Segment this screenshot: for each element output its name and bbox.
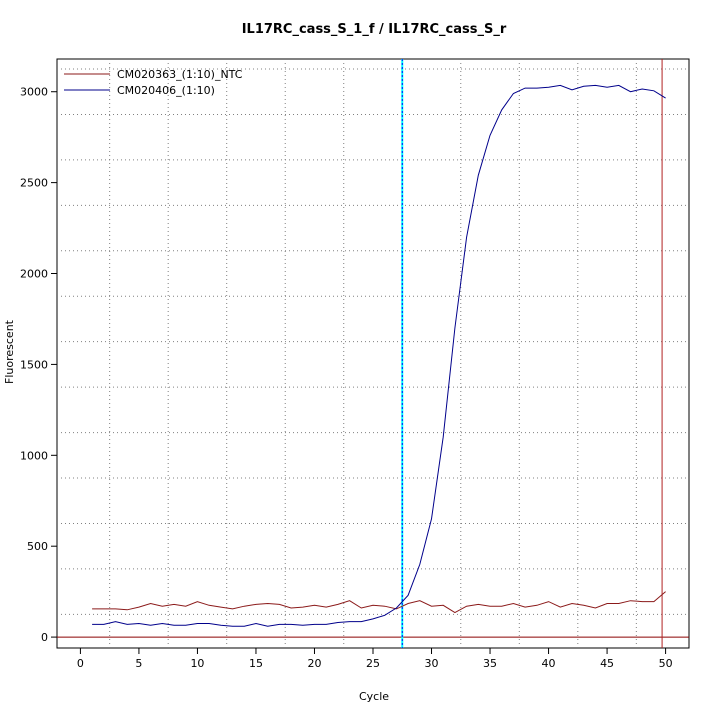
y-tick-label: 0 <box>41 631 48 644</box>
threshold-layer <box>57 59 689 648</box>
y-tick-label: 1000 <box>20 449 48 462</box>
y-tick-label: 1500 <box>20 358 48 371</box>
x-tick-label: 25 <box>366 657 380 670</box>
x-tick-label: 5 <box>135 657 142 670</box>
x-tick-label: 0 <box>77 657 84 670</box>
axis-layer: 0 5 10 15 20 25 30 35 40 45 5005001000150020002500… <box>20 86 673 670</box>
series-line-1 <box>92 591 666 614</box>
y-tick-label: 500 <box>27 540 48 553</box>
legend-label-1: CM020363_(1:10)_NTC <box>117 68 243 81</box>
plot-frame <box>56 58 690 649</box>
x-tick-label: 15 <box>249 657 263 670</box>
legend-label-2: CM020406_(1:10) <box>117 84 215 97</box>
x-tick-label: 45 <box>600 657 614 670</box>
legend: CM020363_(1:10)_NTC CM020406_(1:10) <box>64 68 243 97</box>
x-tick-label: 30 <box>425 657 439 670</box>
y-axis-label: Fluorescent <box>3 319 16 384</box>
x-tick-label: 20 <box>307 657 321 670</box>
x-tick-label: 40 <box>542 657 556 670</box>
x-axis-label: Cycle <box>359 690 389 703</box>
grid-layer <box>57 59 689 648</box>
y-tick-label: 3000 <box>20 86 48 99</box>
series-line-2 <box>92 84 666 627</box>
y-tick-label: 2500 <box>20 177 48 190</box>
x-tick-label: 10 <box>190 657 204 670</box>
y-tick-label: 2000 <box>20 268 48 281</box>
x-tick-label: 50 <box>659 657 673 670</box>
x-tick-label: 35 <box>483 657 497 670</box>
chart-title: IL17RC_cass_S_1_f / IL17RC_cass_S_r <box>242 22 507 37</box>
series-layer <box>92 84 666 627</box>
